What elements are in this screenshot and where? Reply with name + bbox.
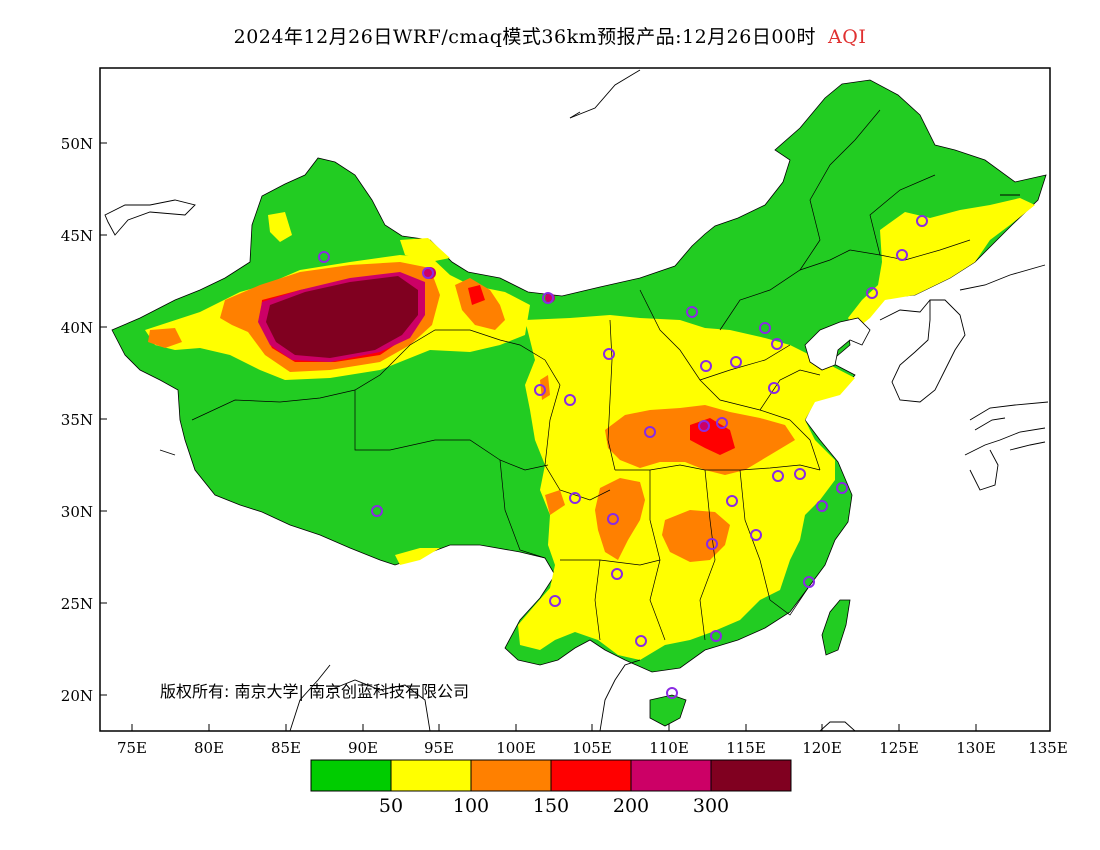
station-marker — [603, 348, 615, 360]
station-marker — [816, 500, 828, 512]
station-marker — [534, 384, 546, 396]
y-tick-label: 50N — [61, 135, 93, 153]
y-tick-label: 35N — [61, 411, 93, 429]
aqi-color-legend: 50 100 150 200 300 — [310, 759, 792, 817]
station-marker — [866, 287, 878, 299]
monitoring-station-markers — [318, 215, 928, 699]
legend-swatch-moderate — [390, 759, 472, 792]
legend-label: 50 — [379, 795, 403, 817]
hainan-island — [649, 694, 687, 727]
station-marker — [803, 576, 815, 588]
x-tick-label: 120E — [802, 739, 842, 757]
legend-swatch-good — [310, 759, 392, 792]
station-marker — [686, 306, 698, 318]
legend-swatch-unhealthy — [550, 759, 632, 792]
y-tick-label: 25N — [61, 595, 93, 613]
legend-swatch-hazardous — [710, 759, 792, 792]
x-tick-label: 90E — [348, 739, 378, 757]
station-marker — [706, 538, 718, 550]
station-marker — [794, 468, 806, 480]
plot-frame — [99, 67, 1051, 732]
station-marker — [750, 529, 762, 541]
station-marker — [644, 426, 656, 438]
y-tick-labels: 50N 45N 40N 35N 30N 25N 20N — [61, 135, 93, 705]
station-marker — [896, 249, 908, 261]
station-marker — [698, 420, 710, 432]
bohai-sea — [804, 317, 871, 371]
y-tick-label: 40N — [61, 319, 93, 337]
station-marker — [771, 338, 783, 350]
station-marker — [726, 495, 738, 507]
legend-label: 100 — [453, 795, 489, 817]
title-variable: AQI — [828, 26, 867, 48]
x-tick-label: 115E — [726, 739, 766, 757]
y-axis — [100, 142, 107, 696]
y-tick-label: 30N — [61, 503, 93, 521]
copyright-text: 版权所有: 南京大学| 南京创蓝科技有限公司 — [160, 682, 469, 701]
y-tick-label: 45N — [61, 227, 93, 245]
station-marker — [318, 251, 330, 263]
station-marker — [710, 630, 722, 642]
station-marker — [836, 482, 848, 494]
map-title: 2024年12月26日WRF/cmaq模式36km预报产品:12月26日00时 A… — [0, 22, 1100, 49]
title-main: 2024年12月26日WRF/cmaq模式36km预报产品:12月26日00时 — [233, 26, 817, 48]
station-marker — [611, 568, 623, 580]
neighbor-borders — [104, 69, 1049, 731]
taiwan-island — [821, 599, 851, 656]
legend-label: 300 — [693, 795, 729, 817]
y-tick-label: 20N — [61, 687, 93, 705]
station-marker — [716, 417, 728, 429]
station-marker — [607, 513, 619, 525]
station-marker — [564, 394, 576, 406]
station-marker — [666, 687, 678, 699]
x-tick-label: 105E — [572, 739, 612, 757]
station-marker — [422, 267, 434, 279]
x-tick-label: 85E — [271, 739, 301, 757]
station-marker — [371, 505, 383, 517]
x-tick-label: 95E — [424, 739, 454, 757]
legend-swatch-unhealthy-sensitive — [470, 759, 552, 792]
legend-label: 200 — [613, 795, 649, 817]
station-marker — [768, 382, 780, 394]
x-tick-label: 75E — [117, 739, 147, 757]
x-axis — [131, 724, 1051, 731]
station-marker — [916, 215, 928, 227]
station-marker — [759, 322, 771, 334]
aqi-hazardous-zone — [266, 276, 418, 358]
station-marker — [549, 595, 561, 607]
x-tick-label: 130E — [956, 739, 996, 757]
x-tick-labels: 75E 80E 85E 90E 95E 100E 105E 110E 115E … — [117, 739, 1068, 757]
station-marker — [730, 356, 742, 368]
legend-swatch-very-unhealthy — [630, 759, 712, 792]
legend-label: 150 — [533, 795, 569, 817]
x-tick-label: 110E — [649, 739, 689, 757]
x-tick-label: 100E — [496, 739, 536, 757]
station-marker — [635, 635, 647, 647]
station-marker — [772, 470, 784, 482]
station-marker — [569, 492, 581, 504]
station-marker — [700, 360, 712, 372]
x-tick-label: 80E — [194, 739, 224, 757]
province-borders — [191, 109, 971, 641]
station-marker — [542, 292, 554, 304]
x-tick-label: 125E — [879, 739, 919, 757]
x-tick-label: 135E — [1028, 739, 1068, 757]
